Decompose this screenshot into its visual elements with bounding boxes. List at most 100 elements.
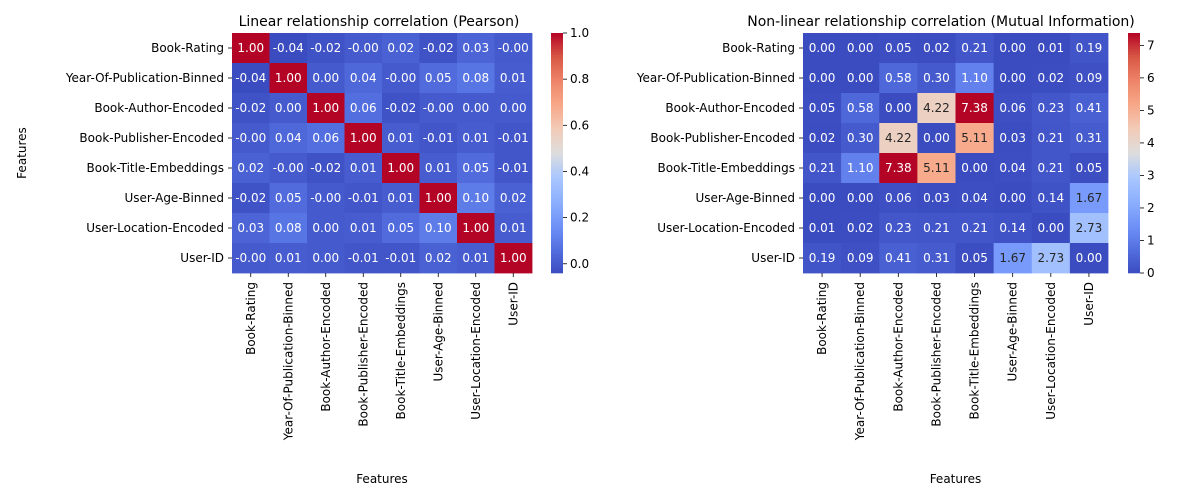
heatmap-cell [382, 153, 420, 184]
heatmap-cell [993, 123, 1033, 154]
colorbar-segment [551, 215, 563, 218]
cell-value-label: 1.00 [312, 101, 339, 115]
heatmap-cell [1031, 123, 1071, 154]
colorbar-segment [551, 195, 563, 198]
colorbar-segment [1128, 161, 1140, 164]
colorbar-segment [1128, 153, 1140, 156]
colorbar-segment [1128, 143, 1140, 146]
cell-value-label: -0.01 [385, 251, 416, 265]
heatmap-cell [803, 93, 842, 124]
heatmap-cell [307, 33, 345, 64]
cell-value-label: 1.00 [425, 191, 452, 205]
colorbar-segment [1128, 261, 1140, 264]
cell-value-label: 0.00 [847, 71, 874, 85]
colorbar-segment [1128, 239, 1140, 242]
colorbar-segment [551, 205, 563, 208]
x-tick-label: Book-Rating [815, 282, 829, 355]
cell-value-label: 0.19 [809, 251, 836, 265]
cell-value-label: 0.00 [885, 101, 912, 115]
cell-value-label: 0.41 [1076, 101, 1103, 115]
colorbar-segment [551, 249, 563, 252]
heatmap-cell [917, 93, 956, 124]
cell-value-label: 0.04 [999, 161, 1026, 175]
heatmap-cell [879, 33, 918, 64]
colorbar-segment [551, 145, 563, 148]
cell-value-label: 0.05 [387, 221, 414, 235]
heatmap-cell [841, 33, 880, 64]
colorbar-segment [551, 137, 563, 140]
heatmap-cell [955, 153, 995, 184]
colorbar-segment [1128, 61, 1140, 64]
cell-value-label: 0.01 [462, 251, 489, 265]
colorbar-segment [1128, 191, 1140, 194]
heatmap-cell [955, 33, 995, 64]
colorbar-segment [551, 35, 563, 38]
cell-value-label: 0.21 [1037, 161, 1064, 175]
heatmap-cell [1031, 33, 1071, 64]
heatmap-cell [917, 213, 956, 244]
colorbar-segment [551, 127, 563, 130]
heatmap-cell [382, 243, 420, 274]
chart-title: Linear relationship correlation (Pearson… [239, 14, 520, 30]
heatmap-cell [841, 153, 880, 184]
colorbar-segment [551, 161, 563, 164]
colorbar-segment [551, 239, 563, 242]
heatmap-cell [917, 63, 956, 94]
cell-value-label: 0.00 [999, 71, 1026, 85]
colorbar-segment [551, 163, 563, 166]
colorbar-segment [1128, 35, 1140, 38]
heatmap-cell [993, 213, 1033, 244]
cell-value-label: 0.23 [1037, 101, 1064, 115]
cell-value-label: -0.00 [498, 41, 529, 55]
colorbar-segment [1128, 175, 1140, 178]
colorbar-segment [551, 51, 563, 54]
colorbar-segment [1128, 147, 1140, 150]
heatmap-cell [232, 243, 270, 274]
x-tick-label: Book-Title-Embeddings [968, 282, 982, 419]
cell-value-label: -0.00 [235, 131, 266, 145]
colorbar-segment [1128, 253, 1140, 256]
colorbar-segment [1128, 205, 1140, 208]
colorbar-segment [551, 37, 563, 40]
colorbar-segment [1128, 131, 1140, 134]
colorbar-segment [551, 107, 563, 110]
colorbar-segment [1128, 203, 1140, 206]
heatmap-cell [841, 63, 880, 94]
colorbar-segment [1128, 141, 1140, 144]
heatmap-cell [344, 153, 383, 184]
cell-value-label: -0.01 [423, 131, 454, 145]
cell-value-label: 0.10 [462, 191, 489, 205]
cell-value-label: 0.01 [350, 221, 377, 235]
heatmap-cell [344, 93, 383, 124]
colorbar-segment [1128, 103, 1140, 106]
colorbar-segment [551, 173, 563, 176]
cell-value-label: 0.06 [999, 101, 1026, 115]
colorbar-segment [1128, 265, 1140, 268]
cell-value-label: 0.00 [462, 101, 489, 115]
x-tick-label: Book-Author-Encoded [319, 282, 333, 412]
colorbar-segment [551, 241, 563, 244]
colorbar-tick-label: 2 [1147, 201, 1155, 215]
colorbar-segment [1128, 47, 1140, 50]
colorbar-segment [1128, 173, 1140, 176]
colorbar-segment [1128, 229, 1140, 232]
colorbar-segment [1128, 267, 1140, 270]
cell-value-label: 0.05 [275, 191, 302, 205]
heatmap-cell [457, 63, 495, 94]
heatmap-cell [382, 183, 420, 214]
heatmap-cell [879, 93, 918, 124]
cell-value-label: 0.03 [923, 191, 950, 205]
heatmap-cell [1031, 63, 1071, 94]
heatmap-cell [307, 243, 345, 274]
colorbar-segment [551, 65, 563, 68]
colorbar-segment [1128, 75, 1140, 78]
cell-value-label: 0.21 [1037, 131, 1064, 145]
heatmap-cell [344, 243, 383, 274]
heatmap-cell [1031, 183, 1071, 214]
colorbar-segment [551, 117, 563, 120]
heatmap-cell [1031, 153, 1071, 184]
cell-value-label: 0.30 [847, 131, 874, 145]
colorbar-segment [1128, 73, 1140, 76]
colorbar-segment [551, 223, 563, 226]
colorbar-segment [551, 153, 563, 156]
